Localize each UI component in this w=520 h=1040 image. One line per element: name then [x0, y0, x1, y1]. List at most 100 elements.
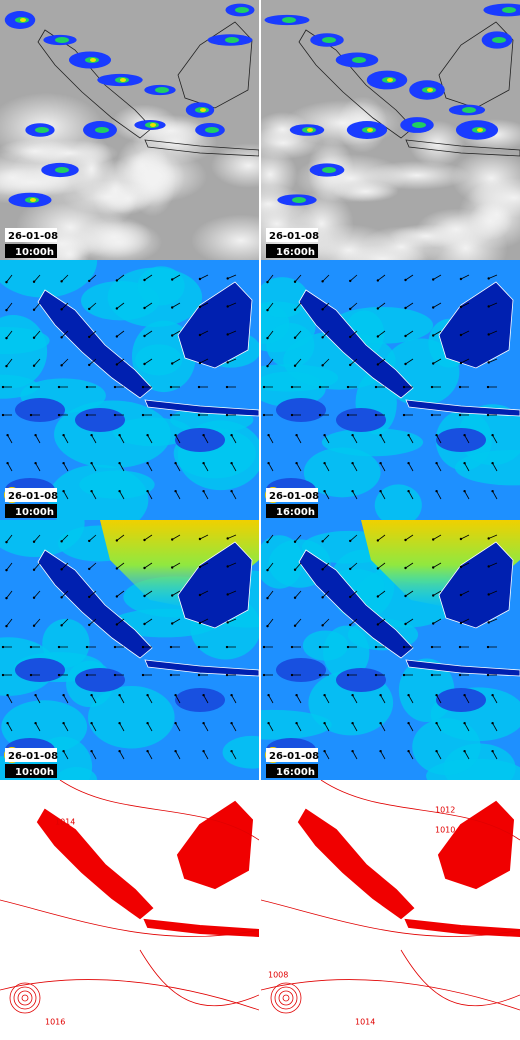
wind-head — [293, 364, 297, 367]
wind-arrow — [408, 434, 414, 444]
wind-arrow — [267, 274, 274, 283]
wind-head — [169, 385, 173, 389]
wind-head — [376, 567, 380, 570]
wind-head — [349, 539, 352, 543]
wind-head — [376, 307, 380, 310]
wind-head — [1, 673, 5, 677]
date-label: 26-01-08 — [269, 231, 319, 242]
wind-head — [267, 461, 270, 465]
wind-head — [349, 567, 352, 571]
wind-arrow — [144, 302, 153, 309]
wind-arrow — [231, 490, 237, 500]
field — [175, 688, 225, 712]
wind-arrow — [231, 694, 237, 704]
wind-head — [435, 721, 438, 725]
wind-head — [323, 693, 326, 697]
wind-arrow — [199, 330, 209, 336]
wind-head — [376, 623, 380, 626]
wind-head — [318, 645, 322, 649]
wind-arrow — [147, 694, 153, 704]
wind-head — [487, 361, 490, 364]
wind-head — [143, 306, 146, 310]
wind-head — [463, 433, 466, 437]
wind-head — [267, 433, 270, 437]
wind-head — [32, 336, 36, 339]
wind-arrow — [203, 462, 209, 472]
wind-head — [60, 364, 63, 367]
wind-head — [171, 362, 174, 365]
wind-arrow — [268, 722, 274, 732]
wind-head — [5, 336, 8, 340]
wind-arrow — [324, 434, 330, 444]
wind-arrow — [405, 534, 414, 541]
wind-head — [491, 749, 494, 753]
wind-arrow — [227, 274, 237, 279]
wind-head — [29, 645, 33, 649]
wind-head — [402, 385, 406, 389]
field — [222, 735, 259, 769]
rain — [477, 128, 483, 132]
wind-head — [262, 385, 266, 389]
wind-head — [349, 335, 352, 339]
wind-arrow — [175, 490, 181, 500]
wind-arrow — [408, 750, 414, 760]
wind-arrow — [436, 490, 442, 500]
wind-head — [202, 461, 205, 465]
wind-head — [491, 433, 494, 437]
wind-head — [171, 334, 174, 337]
wind-head — [90, 749, 93, 753]
wind-arrow — [349, 358, 358, 366]
wind-arrow — [460, 534, 470, 540]
wind-arrow — [408, 694, 414, 704]
wind-arrow — [175, 722, 181, 732]
wind-head — [115, 335, 119, 338]
wind-arrow — [436, 434, 442, 444]
wind-arrow — [172, 534, 181, 540]
wind-head — [88, 363, 91, 367]
wind-head — [323, 461, 326, 465]
wind-head — [430, 385, 434, 389]
wind-arrow — [91, 722, 97, 732]
wind-head — [404, 362, 407, 366]
wind-arrow — [116, 534, 125, 541]
wind-head — [88, 307, 91, 311]
wind-arrow — [144, 618, 153, 625]
wind-head — [143, 362, 146, 366]
wind-head — [197, 413, 201, 417]
wind-head — [351, 461, 354, 465]
wind-arrow — [7, 694, 13, 704]
wind-head — [174, 461, 177, 465]
wind-head — [143, 622, 146, 626]
wind-head — [90, 433, 93, 437]
wind-arrow — [460, 590, 470, 596]
wind-arrow — [488, 330, 498, 335]
wind-head — [90, 489, 93, 493]
wind-head — [459, 621, 463, 625]
cloud — [468, 201, 513, 241]
wind-arrow — [460, 302, 470, 308]
wind-head — [487, 565, 490, 568]
wind-head — [376, 363, 380, 366]
wind-head — [171, 622, 174, 625]
wind-arrow — [33, 590, 41, 599]
date-label: 26-01-08 — [8, 751, 58, 762]
wind-arrow — [91, 750, 97, 760]
wind-head — [146, 433, 149, 437]
wind-head — [32, 568, 36, 571]
wind-head — [198, 333, 202, 337]
wind-head — [60, 308, 63, 311]
wind-arrow — [352, 694, 358, 704]
wind-head — [85, 645, 89, 649]
wind-arrow — [294, 618, 302, 627]
wind-arrow — [433, 274, 442, 280]
map-panel — [0, 520, 259, 780]
field — [436, 688, 486, 712]
wind-head — [29, 673, 33, 677]
wind-head — [295, 721, 298, 725]
rain — [322, 167, 336, 173]
wind-arrow — [405, 618, 414, 625]
wind-head — [379, 489, 382, 493]
contour-label: 1010 — [435, 826, 455, 835]
